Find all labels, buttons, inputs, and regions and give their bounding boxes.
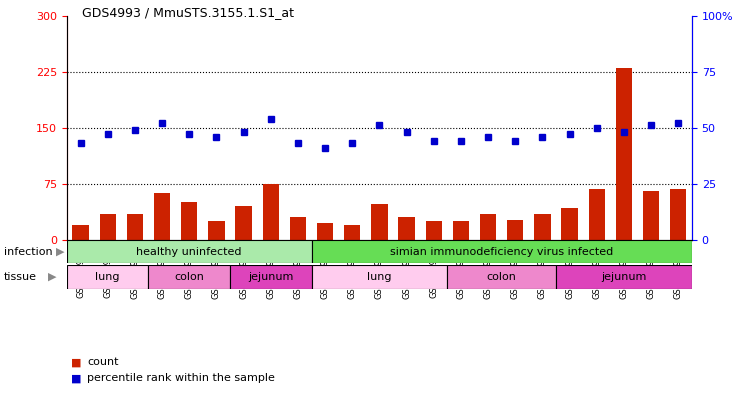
Bar: [126, 213, 143, 240]
Bar: [181, 202, 197, 240]
Bar: [616, 68, 632, 240]
Text: colon: colon: [487, 272, 516, 282]
Text: ▶: ▶: [48, 272, 57, 282]
Bar: [562, 208, 578, 240]
Text: percentile rank within the sample: percentile rank within the sample: [87, 373, 275, 383]
Bar: [447, 265, 556, 289]
Text: simian immunodeficiency virus infected: simian immunodeficiency virus infected: [390, 246, 613, 257]
Text: tissue: tissue: [4, 272, 36, 282]
Bar: [589, 189, 605, 240]
Bar: [507, 220, 524, 240]
Text: ■: ■: [71, 373, 81, 383]
Bar: [556, 265, 692, 289]
Text: jejunum: jejunum: [248, 272, 293, 282]
Bar: [426, 221, 442, 240]
Text: jejunum: jejunum: [601, 272, 647, 282]
Bar: [371, 204, 388, 240]
Text: ▶: ▶: [56, 246, 64, 257]
Bar: [399, 217, 414, 240]
Bar: [453, 221, 469, 240]
Bar: [289, 217, 306, 240]
Bar: [154, 193, 170, 240]
Text: lung: lung: [95, 272, 120, 282]
Bar: [72, 225, 89, 240]
Bar: [67, 240, 312, 263]
Bar: [670, 189, 687, 240]
Bar: [230, 265, 312, 289]
Text: GDS4993 / MmuSTS.3155.1.S1_at: GDS4993 / MmuSTS.3155.1.S1_at: [82, 6, 294, 19]
Bar: [317, 223, 333, 240]
Bar: [149, 265, 230, 289]
Bar: [643, 191, 659, 240]
Bar: [67, 265, 149, 289]
Bar: [312, 240, 692, 263]
Text: healthy uninfected: healthy uninfected: [136, 246, 242, 257]
Bar: [480, 213, 496, 240]
Bar: [208, 221, 225, 240]
Bar: [100, 213, 116, 240]
Text: count: count: [87, 358, 118, 367]
Bar: [312, 265, 447, 289]
Bar: [235, 206, 251, 240]
Bar: [344, 225, 360, 240]
Text: colon: colon: [174, 272, 204, 282]
Text: infection: infection: [4, 246, 52, 257]
Bar: [534, 213, 551, 240]
Bar: [263, 184, 279, 240]
Text: lung: lung: [368, 272, 391, 282]
Text: ■: ■: [71, 358, 81, 367]
